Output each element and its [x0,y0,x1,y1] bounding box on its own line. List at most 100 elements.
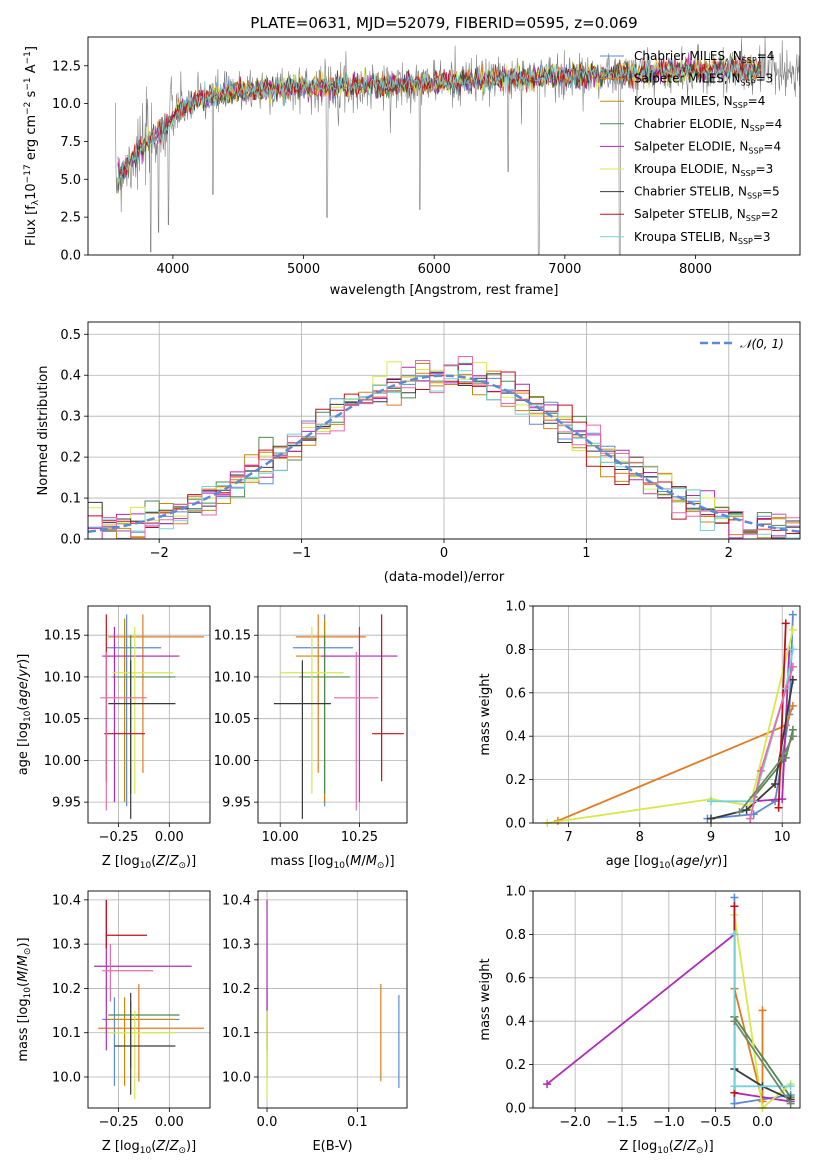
y-tick-label: 0.4 [505,1015,526,1030]
x-tick-label: 4000 [156,262,189,277]
x-tick-label: −1.5 [606,1115,638,1130]
y-tick-label: 0.5 [60,328,81,343]
series-line-8 [733,1020,792,1105]
series-line-8 [749,666,794,819]
model-line-5 [117,55,762,182]
x-tick-label: 10.25 [341,830,378,845]
y-axis-label: mass weight [478,958,493,1040]
y-tick-label: 10.4 [52,893,81,908]
legend-label: 𝒩(0, 1) [740,337,784,351]
series-marker [788,662,797,671]
series-marker [707,797,715,806]
x-axis-label: (data-model)/error [384,570,505,585]
y-tick-label: 5.0 [60,173,81,188]
y-tick-label: 0.8 [505,928,526,943]
y-tick-label: 0.3 [60,410,81,425]
y-tick-label: 9.95 [222,796,251,811]
y-tick-label: 0.6 [505,971,526,986]
y-tick-label: 10.00 [44,754,81,769]
y-axis-label: mass [log10(M/M⊙)] [16,937,33,1061]
series-marker [788,732,797,741]
y-tick-label: 10.3 [222,938,251,953]
y-tick-label: 0.4 [60,369,81,384]
y-tick-label: 10.00 [214,754,251,769]
series-marker [707,814,715,823]
series-marker [735,808,744,817]
axes-frame [87,605,211,824]
axes-frame [87,36,801,256]
y-tick-label: 10.15 [214,629,251,644]
x-tick-label: 7 [564,830,572,845]
y-tick-label: 7.5 [60,135,81,150]
series-marker [730,1082,739,1091]
y-tick-label: 10.2 [222,982,251,997]
x-tick-label: 0 [440,546,448,561]
y-tick-label: 10.3 [52,938,81,953]
series-line-2 [733,1016,792,1098]
legend-label: Salpeter STELIB, NSSP=2 [634,207,778,223]
x-tick-label: −2.0 [559,1115,591,1130]
series-marker [742,805,751,814]
y-tick-label: 10.1 [52,1026,81,1041]
legend-label: Salpeter ELODIE, NSSP=4 [634,139,781,155]
legend-label: Kroupa ELODIE, NSSP=3 [634,162,773,178]
x-tick-label: −1 [292,546,311,561]
y-axis-label: Normed distribution [36,366,51,496]
legend-label: Salpeter MILES, NSSP=3 [634,72,773,88]
y-tick-label: 10.0 [52,97,81,112]
y-tick-label: 0.0 [60,249,81,264]
x-axis-label: Z [log10(Z/Z⊙)] [619,1139,713,1156]
panel-spectrum: 4000 5000 6000 7000 8000 0.0 2.5 5.0 7.5 10.0 12.5… [23,14,801,298]
series-marker [788,625,797,634]
x-tick-label: 0.0 [752,1115,773,1130]
x-tick-label: 6000 [418,262,451,277]
x-axis-label: age [log10(age/yr)] [606,854,728,871]
axes-frame [532,605,801,824]
y-tick-label: 1.0 [505,885,526,900]
y-tick-label: 9.95 [52,796,81,811]
x-axis-label: Z [log10(Z/Z⊙)] [102,854,196,871]
series-marker [730,1017,739,1026]
y-tick-label: 1.0 [505,600,526,615]
series-marker [781,619,790,628]
y-tick-label: 0.0 [60,533,81,548]
series-marker [786,1099,795,1108]
legend-label: Kroupa STELIB, NSSP=3 [634,230,771,246]
x-tick-label: −1.0 [653,1115,685,1130]
y-tick-label: 2.5 [60,211,81,226]
y-tick-label: 0.1 [60,492,81,507]
series-marker [730,893,739,902]
series-marker [788,675,797,684]
y-tick-label: 0.4 [505,730,526,745]
series-marker [730,930,739,939]
y-tick-label: 0.0 [505,1102,526,1117]
axes-frame [87,890,211,1109]
x-tick-label: 1 [582,546,590,561]
panel-mass-vs-Z: −0.25 0.00 10.0 10.1 10.2 10.3 10.4 Z [log10(Z/… [16,890,211,1156]
axes-frame [87,321,801,540]
axes-frame [257,605,408,824]
panel-residuals: −2 −1 0 1 2 0.0 0.1 0.2 0.3 0.4 0.5 (data-model)/er… [36,321,801,585]
model-line-8 [117,58,762,185]
histograms [88,356,800,539]
y-tick-label: 10.05 [44,712,81,727]
series-marker [771,779,780,788]
legend-label: Kroupa MILES, NSSP=4 [634,94,765,110]
panel-age-vs-mass: 10.00 10.25 9.95 10.00 10.05 10.10 10.15 mass [… [214,605,408,871]
x-tick-label: −0.5 [700,1115,732,1130]
x-tick-label: 0.1 [347,1115,368,1130]
y-axis-label: age [log10(age/yr)] [16,654,33,776]
series-marker [788,645,797,654]
series-marker [730,1099,739,1108]
series-marker [788,610,797,619]
y-tick-label: 0.2 [505,773,526,788]
y-tick-label: 10.4 [222,893,251,908]
histogram-9 [88,356,800,539]
y-tick-label: 10.0 [222,1071,251,1086]
y-tick-label: 0.0 [505,817,526,832]
series-marker [730,902,739,911]
x-tick-label: 7000 [548,262,581,277]
y-tick-label: 10.1 [222,1026,251,1041]
series-line-5 [710,679,794,820]
chart-title: PLATE=0631, MJD=52079, FIBERID=0595, z=0… [250,14,637,32]
